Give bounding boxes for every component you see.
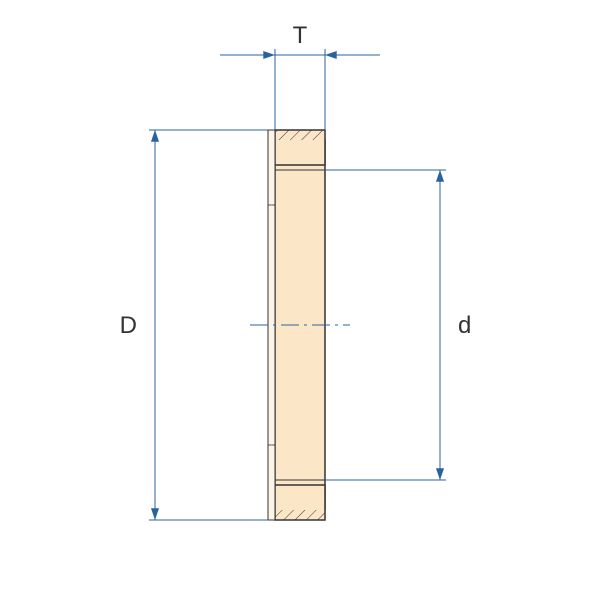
bearing-cross-section-diagram: T Dd [0,0,600,600]
dimension-label-d: d [458,312,471,339]
dimension-label-D: D [120,312,137,339]
dimension-label-T: T [293,22,308,49]
